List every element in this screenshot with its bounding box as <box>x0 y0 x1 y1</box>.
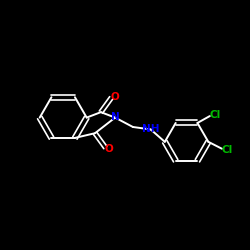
Text: N: N <box>111 112 120 122</box>
Text: Cl: Cl <box>221 145 232 155</box>
Text: NH: NH <box>142 124 160 134</box>
Text: O: O <box>110 92 119 102</box>
Text: O: O <box>104 144 113 154</box>
Text: Cl: Cl <box>209 110 220 120</box>
